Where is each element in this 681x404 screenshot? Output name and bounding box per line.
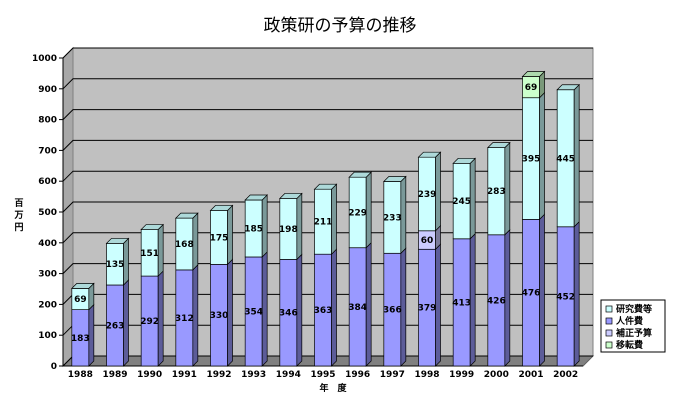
y-tick-label: 0 xyxy=(51,362,57,372)
data-label: 426 xyxy=(487,296,506,306)
x-tick-label: 1993 xyxy=(241,370,266,380)
y-tick-label: 100 xyxy=(38,331,57,341)
data-label: 168 xyxy=(175,240,194,250)
data-label: 312 xyxy=(175,314,194,324)
data-label: 292 xyxy=(140,317,159,327)
data-label: 151 xyxy=(140,249,159,259)
x-tick-label: 1994 xyxy=(276,370,301,380)
data-label: 452 xyxy=(556,292,575,302)
x-tick-label: 1990 xyxy=(137,370,162,380)
data-label: 185 xyxy=(244,224,263,234)
x-tick-label: 1998 xyxy=(414,370,439,380)
y-tick-label: 700 xyxy=(38,146,57,156)
bar-top-face xyxy=(140,224,165,230)
data-label: 183 xyxy=(71,334,90,344)
data-label: 395 xyxy=(522,155,541,165)
x-tick-label: 1988 xyxy=(68,370,93,380)
data-label: 245 xyxy=(452,197,471,207)
legend-swatch xyxy=(605,341,613,349)
bar-top-face xyxy=(382,176,407,182)
legend-swatch xyxy=(605,329,613,337)
x-axis-label: 年 度 xyxy=(319,382,347,394)
data-label: 175 xyxy=(210,233,229,243)
data-label: 69 xyxy=(74,295,87,305)
y-axis-label: 万 xyxy=(13,210,23,221)
bar-top-face xyxy=(105,238,130,244)
x-tick-label: 1999 xyxy=(449,370,474,380)
bar-top-face xyxy=(348,171,373,178)
data-label: 229 xyxy=(348,208,367,218)
data-label: 60 xyxy=(421,236,434,246)
bar-top-face xyxy=(556,84,581,91)
gridline xyxy=(62,47,593,59)
y-tick-label: 500 xyxy=(38,208,57,218)
bar-top-face xyxy=(174,212,199,219)
y-axis-label: 百 xyxy=(14,198,23,209)
data-label: 69 xyxy=(525,83,538,93)
y-tick-label: 300 xyxy=(38,270,57,280)
bar-top-face xyxy=(521,71,546,77)
data-label: 135 xyxy=(106,260,125,270)
legend-swatch xyxy=(605,317,613,325)
x-tick-label: 2002 xyxy=(553,370,578,380)
gridline xyxy=(62,109,593,120)
gridline xyxy=(62,139,593,151)
bar-top-face xyxy=(209,205,234,211)
data-label: 384 xyxy=(348,303,367,313)
y-axis-label: 円 xyxy=(14,222,23,233)
data-label: 330 xyxy=(210,311,229,321)
data-label: 366 xyxy=(383,306,402,316)
x-tick-label: 1992 xyxy=(206,370,231,380)
data-label: 263 xyxy=(106,321,125,331)
legend-label: 人件費 xyxy=(615,315,643,327)
bar-top-face xyxy=(417,151,442,158)
data-label: 283 xyxy=(487,187,506,197)
data-label: 413 xyxy=(452,298,471,308)
y-tick-label: 200 xyxy=(38,300,57,310)
data-label: 445 xyxy=(556,154,575,164)
bar-top-face xyxy=(244,194,269,201)
x-tick-label: 1997 xyxy=(380,370,405,380)
legend-label: 研究費等 xyxy=(616,303,652,315)
legend-label: 移転費 xyxy=(616,339,643,351)
data-label: 233 xyxy=(383,213,402,223)
data-label: 476 xyxy=(522,289,541,299)
bar-top-face xyxy=(313,183,338,190)
y-tick-label: 900 xyxy=(38,85,57,95)
y-tick-label: 400 xyxy=(38,239,57,249)
bar-top-face xyxy=(452,157,477,164)
y-tick-label: 600 xyxy=(38,177,57,187)
bar-top-face xyxy=(486,142,511,148)
x-tick-label: 1991 xyxy=(172,370,197,380)
x-tick-label: 1996 xyxy=(345,370,370,380)
data-label: 211 xyxy=(314,218,333,228)
x-tick-label: 1989 xyxy=(102,370,127,380)
data-label: 354 xyxy=(244,307,263,317)
x-tick-label: 2000 xyxy=(484,370,509,380)
legend-label: 補正予算 xyxy=(615,327,652,339)
legend-swatch xyxy=(605,305,613,313)
data-label: 198 xyxy=(279,225,298,235)
data-label: 363 xyxy=(314,306,333,316)
y-tick-label: 1000 xyxy=(32,54,57,64)
bar-top-face xyxy=(70,283,95,289)
data-label: 239 xyxy=(418,190,437,200)
data-label: 379 xyxy=(418,304,437,314)
y-tick-label: 800 xyxy=(38,116,57,126)
bar-top-face xyxy=(278,193,303,199)
gridline xyxy=(62,78,593,90)
chart-title: 政策研の予算の推移 xyxy=(264,16,417,36)
data-label: 346 xyxy=(279,309,298,319)
x-tick-label: 1995 xyxy=(310,370,335,380)
x-tick-label: 2001 xyxy=(518,370,543,380)
